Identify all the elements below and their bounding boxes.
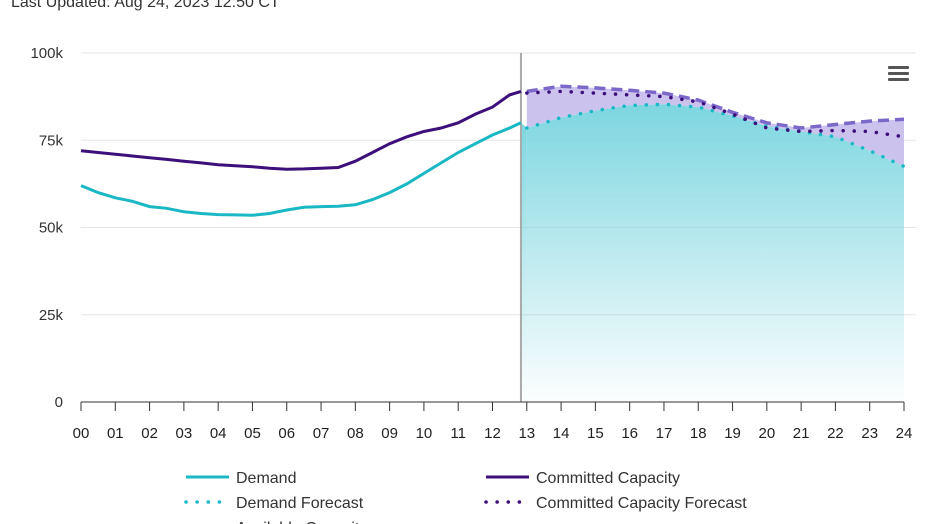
series-line-available-capacity: [526, 84, 905, 130]
legend-label: Demand: [236, 470, 296, 487]
x-tick-label: 15: [587, 425, 604, 442]
y-tick-label: 100k: [30, 45, 63, 62]
x-tick-label: 23: [861, 425, 878, 442]
x-tick-label: 06: [278, 425, 295, 442]
x-tick-label: 13: [518, 425, 535, 442]
x-tick-label: 10: [416, 425, 433, 442]
x-tick-label: 08: [347, 425, 364, 442]
x-tick-label: 12: [484, 425, 501, 442]
x-tick-label: 20: [758, 425, 775, 442]
legend-label: Committed Capacity Forecast: [536, 495, 747, 512]
legend-label: Committed Capacity: [536, 470, 680, 487]
series-line-committed-capacity: [80, 89, 522, 171]
y-tick-label: 0: [55, 394, 63, 411]
x-tick-label: 05: [244, 425, 261, 442]
x-tick-label: 21: [793, 425, 810, 442]
series-line-demand: [80, 121, 522, 217]
x-tick-label: 14: [553, 425, 570, 442]
available-capacity-area: [526, 86, 904, 167]
x-tick-label: 16: [621, 425, 638, 442]
series-line-demand-forecast: [525, 102, 906, 169]
legend: Demand Committed Capacity Demand Forecast C…: [184, 470, 747, 524]
area-fills: [521, 86, 904, 403]
x-tick-label: 24: [896, 425, 913, 442]
x-tick-label: 17: [656, 425, 673, 442]
x-tick-label: 18: [690, 425, 707, 442]
series-lines: [80, 53, 906, 402]
x-tick-label: 03: [176, 425, 193, 442]
x-tick-label: 09: [381, 425, 398, 442]
axes: 0 25k 50k 75k 100k 00 01 02 03 04 05 06 07 08 09 10 11 12…: [30, 45, 912, 442]
last-updated-text: Last Updated: Aug 24, 2023 12:50 CT: [11, 0, 280, 11]
legend-label: Demand Forecast: [236, 495, 364, 512]
x-tick-label: 22: [827, 425, 844, 442]
y-tick-label: 25k: [39, 307, 64, 324]
y-tick-label: 50k: [39, 220, 64, 237]
x-tick-label: 01: [107, 425, 124, 442]
x-tick-label: 19: [724, 425, 741, 442]
demand-forecast-area: [526, 104, 904, 403]
x-tick-label: 02: [141, 425, 158, 442]
demand-forecast-area-gap: [521, 122, 527, 403]
x-tick-label: 00: [73, 425, 90, 442]
legend-label: Available Capacity: [236, 520, 367, 524]
x-tick-label: 07: [313, 425, 330, 442]
hamburger-menu-icon[interactable]: [888, 66, 909, 81]
series-line-committed-capacity-forecast: [525, 89, 906, 139]
y-tick-label: 75k: [39, 132, 64, 149]
x-tick-label: 04: [210, 425, 227, 442]
x-tick-label: 11: [450, 425, 466, 442]
